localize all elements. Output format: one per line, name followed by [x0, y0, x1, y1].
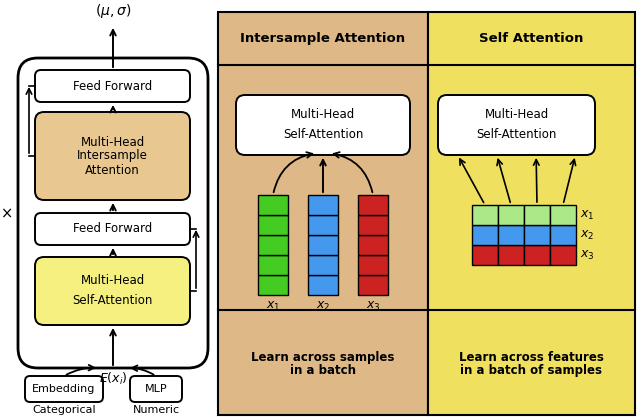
Text: $x_3$: $x_3$	[366, 300, 380, 313]
Bar	[358, 275, 388, 295]
Text: $x_2$: $x_2$	[580, 228, 595, 241]
Bar	[550, 205, 576, 225]
Text: Feed Forward: Feed Forward	[73, 223, 152, 236]
Bar	[550, 245, 576, 265]
Bar	[472, 205, 498, 225]
FancyBboxPatch shape	[438, 95, 595, 155]
Bar	[524, 225, 550, 245]
FancyBboxPatch shape	[35, 70, 190, 102]
Text: Multi-Head: Multi-Head	[484, 108, 549, 121]
Bar	[498, 245, 524, 265]
Bar	[498, 225, 524, 245]
Bar	[428, 12, 635, 415]
FancyBboxPatch shape	[35, 257, 190, 325]
Text: Multi-Head: Multi-Head	[80, 275, 145, 288]
FancyBboxPatch shape	[25, 376, 103, 402]
Bar	[358, 255, 388, 275]
Text: $(\mu, \sigma)$: $(\mu, \sigma)$	[95, 2, 131, 20]
Bar	[258, 195, 288, 215]
Text: Self-Attention: Self-Attention	[72, 294, 152, 307]
Bar	[498, 205, 524, 225]
Text: in a batch of samples: in a batch of samples	[461, 364, 602, 377]
Text: Multi-Head: Multi-Head	[80, 136, 145, 149]
Bar	[358, 235, 388, 255]
FancyBboxPatch shape	[130, 376, 182, 402]
Bar	[258, 215, 288, 235]
Bar	[218, 12, 428, 415]
Bar	[258, 255, 288, 275]
Bar	[308, 215, 338, 235]
Text: $L\times$: $L\times$	[0, 205, 13, 221]
Bar	[258, 235, 288, 255]
Text: Learn across samples: Learn across samples	[251, 351, 395, 364]
Text: $x_2$: $x_2$	[316, 300, 330, 313]
Bar	[524, 205, 550, 225]
Text: Categorical: Categorical	[32, 405, 96, 415]
Bar	[472, 225, 498, 245]
FancyBboxPatch shape	[236, 95, 410, 155]
Text: Self-Attention: Self-Attention	[477, 129, 557, 142]
Text: Self-Attention: Self-Attention	[283, 129, 363, 142]
Text: Intersample: Intersample	[77, 150, 148, 163]
Bar	[308, 195, 338, 215]
Text: Feed Forward: Feed Forward	[73, 79, 152, 92]
Text: $x_3$: $x_3$	[580, 249, 595, 262]
Text: $x_1$: $x_1$	[580, 208, 595, 222]
Text: MLP: MLP	[145, 384, 167, 394]
Bar	[308, 255, 338, 275]
Bar	[308, 275, 338, 295]
Text: Numeric: Numeric	[133, 405, 179, 415]
Text: $E(x_i)$: $E(x_i)$	[99, 371, 128, 387]
Text: $x_1$: $x_1$	[266, 300, 280, 313]
FancyBboxPatch shape	[35, 213, 190, 245]
Text: Learn across features: Learn across features	[459, 351, 604, 364]
Bar	[524, 245, 550, 265]
Bar	[308, 235, 338, 255]
Text: Multi-Head: Multi-Head	[291, 108, 355, 121]
Bar	[258, 275, 288, 295]
Bar	[358, 195, 388, 215]
Text: Self Attention: Self Attention	[479, 32, 584, 45]
Bar	[472, 245, 498, 265]
Bar	[550, 225, 576, 245]
FancyBboxPatch shape	[35, 112, 190, 200]
Text: in a batch: in a batch	[290, 364, 356, 377]
FancyBboxPatch shape	[18, 58, 208, 368]
Text: Attention: Attention	[85, 163, 140, 176]
Text: Intersample Attention: Intersample Attention	[241, 32, 406, 45]
Bar	[358, 215, 388, 235]
Text: Embedding: Embedding	[33, 384, 96, 394]
